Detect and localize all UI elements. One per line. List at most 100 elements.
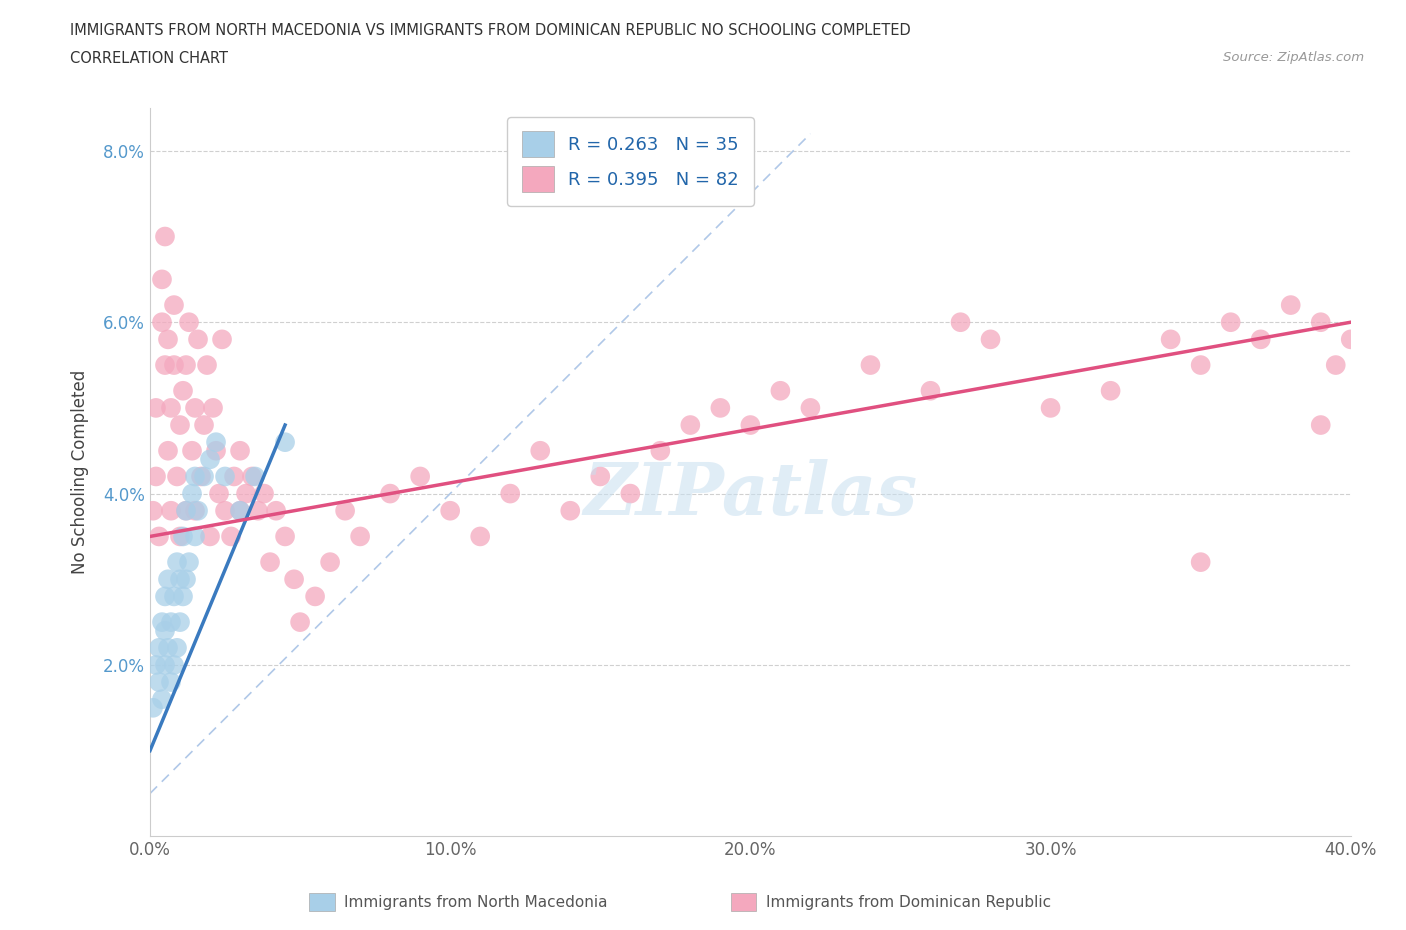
Point — [187, 332, 209, 347]
Point — [174, 358, 197, 373]
Point — [274, 434, 297, 449]
Point — [229, 503, 252, 518]
Point — [740, 418, 762, 432]
Point — [174, 572, 197, 587]
Text: CORRELATION CHART: CORRELATION CHART — [70, 51, 228, 66]
Text: IMMIGRANTS FROM NORTH MACEDONIA VS IMMIGRANTS FROM DOMINICAN REPUBLIC NO SCHOOLI: IMMIGRANTS FROM NORTH MACEDONIA VS IMMIG… — [70, 23, 911, 38]
Point — [205, 434, 228, 449]
Point — [1189, 358, 1212, 373]
Point — [769, 383, 792, 398]
Point — [920, 383, 942, 398]
Point — [259, 554, 281, 569]
Point — [219, 529, 242, 544]
Point — [160, 615, 183, 630]
Point — [163, 298, 186, 312]
Point — [184, 503, 207, 518]
Point — [172, 589, 194, 604]
Point — [195, 358, 218, 373]
Point — [153, 229, 176, 244]
Point — [253, 486, 276, 501]
Point — [243, 469, 266, 484]
Point — [198, 529, 221, 544]
Point — [859, 358, 882, 373]
Point — [650, 444, 672, 458]
Point — [174, 503, 197, 518]
Point — [142, 700, 165, 715]
Text: Immigrants from Dominican Republic: Immigrants from Dominican Republic — [766, 895, 1052, 910]
Point — [145, 658, 167, 672]
Legend: R = 0.263   N = 35, R = 0.395   N = 82: R = 0.263 N = 35, R = 0.395 N = 82 — [508, 117, 754, 206]
Point — [240, 469, 263, 484]
Point — [190, 469, 212, 484]
Point — [163, 658, 186, 672]
Point — [160, 674, 183, 689]
Point — [1324, 358, 1347, 373]
Point — [156, 572, 179, 587]
Point — [709, 401, 731, 416]
Point — [679, 418, 702, 432]
Point — [145, 401, 167, 416]
Point — [211, 332, 233, 347]
Point — [142, 503, 165, 518]
Point — [166, 641, 188, 656]
Point — [153, 623, 176, 638]
Point — [198, 452, 221, 467]
Point — [177, 314, 200, 329]
Point — [1250, 332, 1272, 347]
Point — [1219, 314, 1241, 329]
Point — [949, 314, 972, 329]
Point — [150, 314, 173, 329]
Point — [378, 486, 401, 501]
Point — [1309, 314, 1331, 329]
Point — [229, 503, 252, 518]
Point — [470, 529, 492, 544]
Text: Immigrants from North Macedonia: Immigrants from North Macedonia — [344, 895, 607, 910]
Point — [156, 332, 179, 347]
Point — [169, 572, 191, 587]
Point — [589, 469, 612, 484]
Point — [235, 486, 257, 501]
Point — [499, 486, 522, 501]
Point — [333, 503, 356, 518]
Point — [156, 444, 179, 458]
Point — [163, 589, 186, 604]
Point — [1039, 401, 1062, 416]
Point — [283, 572, 305, 587]
Point — [193, 418, 215, 432]
Point — [148, 674, 170, 689]
Point — [148, 641, 170, 656]
Point — [156, 641, 179, 656]
Point — [177, 554, 200, 569]
Point — [184, 469, 207, 484]
Text: Source: ZipAtlas.com: Source: ZipAtlas.com — [1223, 51, 1364, 64]
Point — [169, 529, 191, 544]
Point — [1189, 554, 1212, 569]
Point — [169, 615, 191, 630]
Point — [172, 529, 194, 544]
Point — [163, 358, 186, 373]
Point — [166, 554, 188, 569]
Point — [169, 418, 191, 432]
Point — [349, 529, 371, 544]
Point — [304, 589, 326, 604]
Point — [193, 469, 215, 484]
Point — [208, 486, 231, 501]
Point — [153, 658, 176, 672]
Point — [288, 615, 311, 630]
Point — [247, 503, 270, 518]
Point — [184, 529, 207, 544]
Point — [150, 272, 173, 286]
Point — [529, 444, 551, 458]
Point — [222, 469, 245, 484]
Point — [160, 503, 183, 518]
Point — [1279, 298, 1302, 312]
Point — [181, 444, 204, 458]
Point — [560, 503, 582, 518]
Point — [153, 358, 176, 373]
Point — [205, 444, 228, 458]
Point — [184, 401, 207, 416]
Point — [274, 529, 297, 544]
Point — [214, 503, 236, 518]
Point — [319, 554, 342, 569]
Point — [619, 486, 641, 501]
